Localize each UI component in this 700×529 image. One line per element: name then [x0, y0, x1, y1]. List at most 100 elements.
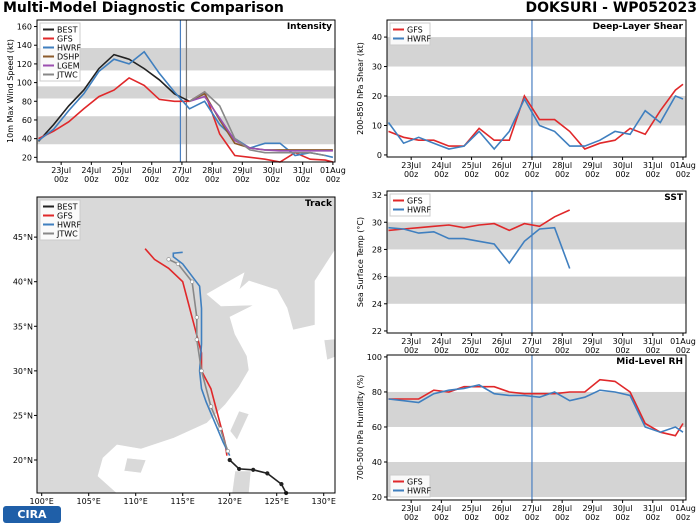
legend-label: HWRF — [57, 44, 81, 53]
plot-frame — [386, 354, 687, 501]
legend-label: JTWC — [56, 71, 78, 80]
plot-frame — [36, 196, 336, 494]
x-tick-label: 25Jul 00z — [462, 504, 482, 522]
x-tick-label: 01Aug 00z — [670, 161, 696, 179]
y-tick-label: 20 — [372, 493, 382, 502]
series-line — [189, 95, 333, 152]
track-point — [208, 404, 214, 409]
x-tick-label: 30Jul 00z — [263, 166, 283, 184]
track-point — [265, 471, 270, 476]
x-tick-label: 01Aug 00z — [670, 504, 696, 522]
x-tick-label: 27Jul 00z — [172, 166, 192, 184]
x-tick-label: 24Jul 00z — [431, 504, 451, 522]
panel-title: Track — [305, 199, 333, 209]
y-tick-label: 20°N — [13, 456, 33, 465]
x-tick-label: 30Jul 00z — [613, 337, 633, 355]
legend-label: LGEM — [57, 62, 80, 71]
panel-title: Mid-Level RH — [616, 357, 683, 367]
panel-title: Intensity — [287, 22, 332, 32]
taiwan — [229, 410, 250, 441]
shade-band — [387, 37, 686, 67]
track-point — [194, 315, 199, 320]
x-tick-label: 31Jul 00z — [293, 166, 313, 184]
y-tick-label: 40 — [22, 135, 32, 144]
y-tick-label: 28 — [372, 245, 382, 254]
x-tick-label: 120°E — [218, 497, 242, 506]
panel: 100°E 105°E 110°E 115°E 120°E 125°E 130°E 20°N 2… — [13, 196, 336, 506]
y-tick-label: 32 — [372, 191, 382, 200]
x-tick-label: 26Jul 00z — [492, 504, 512, 522]
x-tick-label: 31Jul 00z — [643, 337, 663, 355]
legend-label: GFS — [407, 478, 423, 487]
x-tick-label: 28Jul 00z — [552, 161, 572, 179]
x-tick-label: 125°E — [265, 497, 289, 506]
x-tick-label: 29Jul 00z — [582, 337, 602, 355]
x-tick-label: 115°E — [171, 497, 195, 506]
track-point — [218, 426, 223, 431]
page-title: Multi-Model Diagnostic Comparison — [3, 0, 284, 16]
x-tick-label: 01Aug 00z — [670, 337, 696, 355]
track-point — [175, 261, 181, 266]
shade-band — [387, 461, 686, 498]
series-line — [388, 83, 684, 150]
x-tick-label: 29Jul 00z — [232, 166, 252, 184]
y-tick-label: 20 — [22, 153, 32, 162]
y-tick-label: 60 — [22, 116, 32, 125]
y-axis-label: 10m Max Wind Speed (kt) — [6, 39, 15, 143]
track-point — [199, 368, 204, 373]
x-tick-label: 25Jul 00z — [462, 337, 482, 355]
x-tick-label: 26Jul 00z — [492, 161, 512, 179]
x-tick-label: 28Jul 00z — [552, 504, 572, 522]
track-point — [166, 257, 171, 262]
legend-label: HWRF — [407, 35, 431, 44]
legend-label: GFS — [57, 212, 73, 221]
y-tick-label: 40 — [372, 458, 382, 467]
series-line — [387, 95, 684, 151]
track-point — [227, 457, 232, 463]
logo-text: CIRA — [17, 508, 47, 521]
y-axis-label: Sea Surface Temp (°C) — [356, 217, 365, 307]
y-tick-label: 25°N — [13, 411, 33, 420]
legend-label: GFS — [407, 26, 423, 35]
x-tick-label: 30Jul 00z — [613, 161, 633, 179]
y-tick-label: 45°N — [13, 233, 33, 242]
logo-box — [3, 506, 61, 523]
y-tick-label: 100 — [367, 353, 382, 362]
y-tick-label: 35°N — [13, 322, 33, 331]
x-tick-label: 27Jul 00z — [522, 161, 542, 179]
track-line — [144, 248, 228, 456]
panel: 0 10 20 30 40 23Jul 00z 24Jul 00z 25Jul 00z 26Jul 00… — [356, 19, 696, 179]
track-line — [172, 251, 231, 456]
y-tick-label: 140 — [17, 41, 32, 50]
series-line — [388, 384, 684, 434]
x-tick-label: 110°E — [124, 497, 148, 506]
x-tick-label: 24Jul 00z — [431, 337, 451, 355]
y-tick-label: 24 — [372, 300, 382, 309]
plot-frame — [36, 19, 336, 163]
x-tick-label: 29Jul 00z — [582, 161, 602, 179]
y-tick-label: 80 — [22, 97, 32, 106]
y-tick-label: 30 — [372, 218, 382, 227]
legend-label: GFS — [407, 197, 423, 206]
track-point — [237, 466, 242, 472]
x-tick-label: 27Jul 00z — [522, 504, 542, 522]
x-tick-label: 23Jul 00z — [401, 161, 421, 179]
plot-area — [387, 191, 686, 333]
track-point — [190, 279, 195, 284]
panel-title: SST — [664, 193, 684, 203]
x-tick-label: 25Jul 00z — [112, 166, 132, 184]
series-line — [37, 53, 190, 142]
x-tick-label: 31Jul 00z — [643, 161, 663, 179]
x-tick-label: 23Jul 00z — [401, 337, 421, 355]
map-land — [36, 196, 336, 494]
y-tick-label: 30°N — [13, 367, 33, 376]
series-line — [388, 378, 684, 437]
x-tick-label: 26Jul 00z — [492, 337, 512, 355]
y-tick-label: 60 — [372, 423, 382, 432]
y-axis-label: 200-850 hPa Shear (kt) — [356, 42, 365, 135]
panel-title: Deep-Layer Shear — [593, 22, 684, 32]
x-tick-label: 26Jul 00z — [142, 166, 162, 184]
plot-frame — [386, 19, 687, 158]
plot-frame — [386, 190, 687, 334]
